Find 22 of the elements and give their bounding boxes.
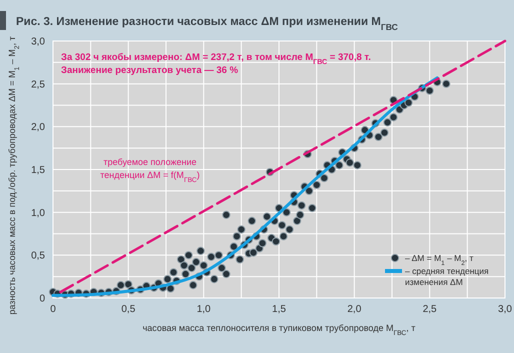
annotation: За 302 ч якобы измерено: ΔM = 237,2 т, в том числе M$_{ГВС}$ = 370,8 т. [61, 52, 371, 66]
y-tick-label: 3,0 [31, 36, 46, 48]
x-axis-title: часовая масса теплоносителя в тупиковом трубопроводе M$_{ГВС}$, т [142, 323, 416, 336]
x-tick-label: 1,0 [196, 304, 212, 315]
chart-title: Рис. 3. Изменение разности часовых масс ΔM при изменении M$_{ГВС}$ [16, 16, 398, 32]
legend-label: – ΔM = M$_{1}$ – M$_{2}$, т [405, 253, 474, 266]
y-tick-label: 1,5 [31, 165, 46, 176]
x-tick-label: 2,0 [347, 304, 362, 315]
y-tick-label: 0 [39, 294, 46, 304]
legend-label: – средняя тенденция изменения ΔM [405, 266, 490, 287]
x-tick-label: 3,0 [498, 304, 512, 315]
annotation: Занижение результатов учета — 36 % [61, 65, 239, 76]
y-tick-label: 1,0 [31, 208, 46, 219]
x-tick-label: 2,5 [422, 304, 438, 315]
annotation: требуемое положение [103, 157, 197, 167]
y-tick-label: 2,5 [31, 79, 46, 90]
x-tick-label: 0,5 [121, 304, 136, 315]
x-tick-label: 0 [50, 304, 56, 315]
annotation: тенденции ΔM = f(M$_{ГВС}$) [100, 170, 200, 184]
x-tick-label: 1,5 [272, 304, 286, 315]
y-tick-label: 2,0 [31, 122, 46, 134]
y-tick-label: 0,5 [31, 250, 46, 262]
